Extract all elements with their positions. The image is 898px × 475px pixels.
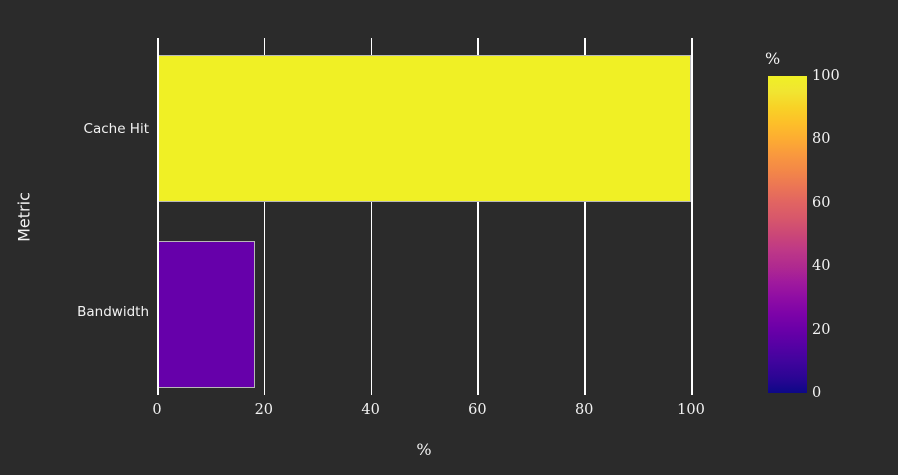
x-tick-label-80: 80: [574, 402, 594, 418]
bar-cache-hit[interactable]: [157, 55, 691, 202]
x-tick-label-40: 40: [361, 402, 380, 418]
bar-bandwidth[interactable]: [157, 241, 255, 388]
colorbar-title: %: [765, 49, 781, 68]
colorbar-tick-20: 20: [812, 321, 831, 338]
y-tick-label-cache-hit: Cache Hit: [83, 121, 149, 137]
y-axis-spine: [157, 38, 159, 395]
x-tick-label-0: 0: [152, 402, 162, 418]
gridline-20: [263, 38, 266, 395]
colorbar-tick-100: 100: [812, 68, 840, 84]
gridline-100: [691, 38, 693, 395]
colorbar-tick-60: 60: [812, 194, 831, 211]
colorbar-tick-40: 40: [812, 258, 831, 275]
colorbar-tick-80: 80: [812, 131, 831, 148]
colorbar-tick-0: 0: [812, 385, 822, 401]
gridline-60: [477, 38, 479, 395]
plot-area: [157, 38, 693, 395]
x-tick-label-20: 20: [254, 402, 274, 418]
gridline-40: [370, 38, 373, 395]
gridline-80: [584, 38, 586, 395]
x-tick-label-60: 60: [468, 402, 487, 418]
x-tick-label-100: 100: [677, 402, 705, 418]
y-tick-label-bandwidth: Bandwidth: [77, 304, 149, 320]
colorbar-gradient: [768, 76, 807, 393]
x-axis-title: %: [416, 440, 432, 459]
y-axis-title: Metric: [14, 192, 34, 242]
